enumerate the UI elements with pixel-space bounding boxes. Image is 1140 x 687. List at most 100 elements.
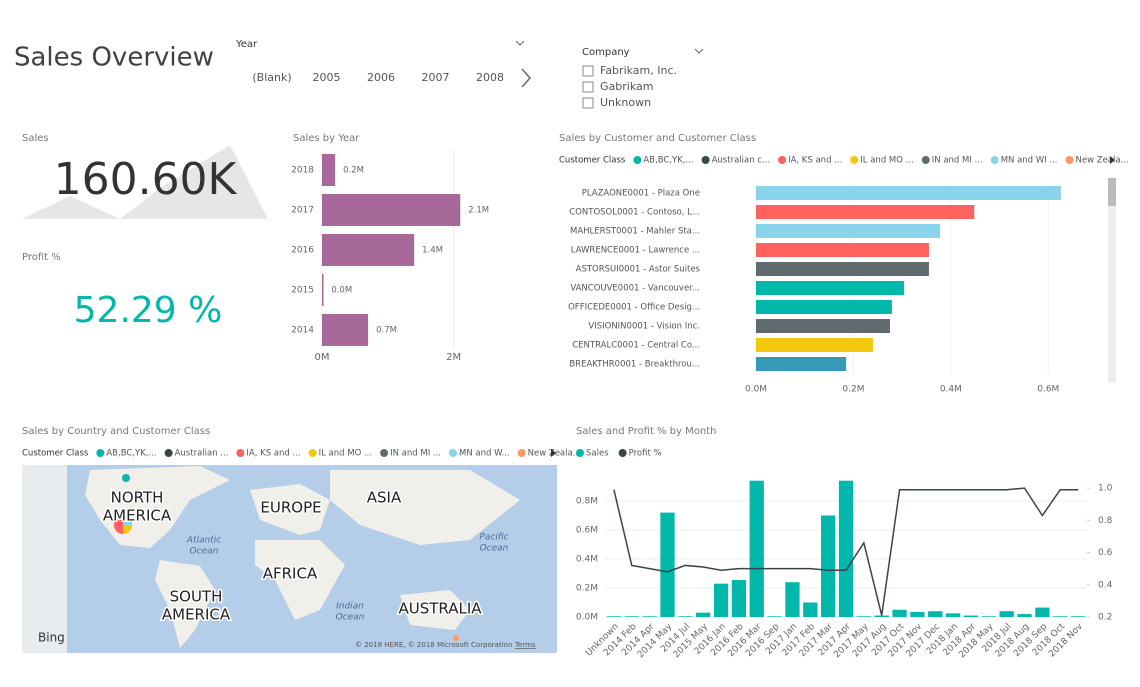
bar[interactable] [856, 616, 871, 617]
legend-label[interactable]: Australian ... [175, 449, 229, 459]
legend-swatch[interactable] [380, 449, 389, 457]
legend-label[interactable]: AB,BC,YK,... [106, 449, 156, 459]
bar[interactable] [322, 314, 369, 346]
legend-swatch[interactable] [850, 156, 859, 164]
checkbox[interactable] [582, 65, 594, 77]
bar[interactable] [821, 515, 836, 618]
bar[interactable] [322, 194, 461, 226]
bar[interactable] [756, 338, 873, 352]
bar[interactable] [756, 281, 905, 295]
slicer-option[interactable]: Unknown [600, 96, 651, 109]
bar[interactable] [756, 224, 941, 238]
legend-label[interactable]: Profit % [629, 449, 662, 459]
bar[interactable] [999, 611, 1014, 617]
bar[interactable] [838, 480, 854, 617]
bar[interactable] [910, 611, 925, 617]
slicer-option[interactable]: Gabrikam [600, 80, 653, 93]
legend-swatch[interactable] [449, 449, 458, 457]
bar[interactable] [678, 616, 693, 617]
bar[interactable] [785, 582, 800, 617]
bar[interactable] [756, 205, 975, 219]
bar[interactable] [1053, 616, 1068, 617]
bar[interactable] [1070, 616, 1086, 617]
bar[interactable] [624, 616, 639, 617]
legend-label[interactable]: Sales [586, 449, 609, 459]
bar[interactable] [928, 611, 943, 617]
map-pie[interactable] [122, 474, 130, 482]
map-pie[interactable] [453, 635, 459, 641]
bar[interactable] [756, 243, 929, 257]
legend-swatch[interactable] [96, 449, 105, 457]
legend-swatch[interactable] [236, 449, 245, 457]
bar[interactable] [981, 616, 996, 617]
bar[interactable] [756, 262, 929, 276]
bar[interactable] [963, 615, 979, 617]
scrollbar-thumb[interactable] [1108, 178, 1116, 206]
legend-swatch[interactable] [633, 156, 642, 164]
bar[interactable] [642, 616, 657, 617]
bar[interactable] [945, 613, 961, 617]
map[interactable] [22, 178, 1116, 653]
legend-swatch[interactable] [308, 449, 317, 457]
legend-label[interactable]: AB,BC,YK,... [643, 156, 693, 166]
chevron[interactable] [694, 48, 704, 54]
legend-label[interactable]: IA, KS and ... [246, 449, 300, 459]
bar[interactable] [606, 616, 622, 617]
chevron[interactable] [515, 40, 525, 46]
y-tick-label: 2014 [291, 326, 314, 336]
legend-swatch[interactable] [164, 449, 173, 457]
legend-label[interactable]: IL and MO ... [860, 156, 913, 166]
slicer-option[interactable]: 2008 [476, 71, 504, 84]
legend-swatch[interactable] [990, 156, 999, 164]
bar[interactable] [756, 319, 890, 333]
bar[interactable] [322, 154, 336, 186]
legend-label[interactable]: MN and W... [459, 449, 510, 459]
bar[interactable] [713, 583, 729, 617]
slicer-option[interactable]: (Blank) [252, 71, 291, 84]
bar[interactable] [1035, 607, 1050, 617]
legend-swatch[interactable] [1065, 156, 1074, 164]
bar[interactable] [322, 234, 415, 266]
legend-label[interactable]: IN and MI ... [932, 156, 983, 166]
legend-swatch[interactable] [618, 449, 627, 457]
slicer-option[interactable]: 2006 [367, 71, 395, 84]
legend-label[interactable]: IA, KS and ... [788, 156, 842, 166]
checkbox[interactable] [582, 97, 594, 109]
scrollbar[interactable] [1108, 178, 1116, 383]
next-arrow[interactable] [521, 68, 532, 88]
bar[interactable] [322, 274, 324, 306]
slicer-option[interactable]: Fabrikam, Inc. [600, 64, 677, 77]
bar[interactable] [749, 480, 764, 617]
legend-label[interactable]: IL and MO ... [319, 449, 372, 459]
bar[interactable] [756, 186, 1061, 200]
bar[interactable] [756, 300, 892, 314]
chart-title: Sales by Country and Customer Class [22, 426, 210, 437]
ocean-label: Atlantic [186, 536, 221, 546]
slicer-option[interactable]: 2007 [422, 71, 450, 84]
bar[interactable] [1017, 614, 1032, 617]
bar[interactable] [767, 616, 782, 617]
map-terms[interactable]: Terms [514, 641, 536, 649]
continent-label: NORTH [111, 489, 164, 507]
bar[interactable] [660, 512, 675, 617]
legend-swatch[interactable] [778, 156, 787, 164]
bar[interactable] [874, 615, 889, 617]
bar[interactable] [756, 357, 847, 371]
legend-label[interactable]: MN and WI ... [1001, 156, 1058, 166]
legend-swatch[interactable] [576, 449, 584, 457]
bar[interactable] [696, 612, 711, 617]
legend-swatch[interactable] [701, 156, 710, 164]
bar[interactable] [803, 602, 818, 618]
line[interactable] [613, 487, 1079, 616]
bar[interactable] [892, 609, 907, 617]
legend-label[interactable]: New Zeala... [1076, 156, 1129, 166]
legend-arrow[interactable] [551, 449, 556, 457]
legend-arrow[interactable] [1110, 156, 1115, 164]
legend-label[interactable]: IN and MI ... [390, 449, 441, 459]
legend-swatch[interactable] [517, 449, 526, 457]
legend-label[interactable]: Australian c... [712, 156, 770, 166]
checkbox[interactable] [582, 81, 594, 93]
legend-swatch[interactable] [921, 156, 930, 164]
bar[interactable] [731, 580, 747, 617]
slicer-option[interactable]: 2005 [313, 71, 341, 84]
